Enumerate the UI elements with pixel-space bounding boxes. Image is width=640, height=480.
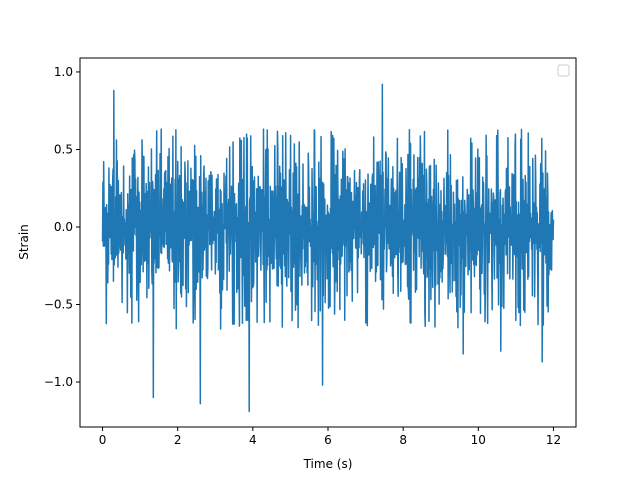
x-tick-label: 0: [99, 433, 107, 447]
x-axis-ticks: 0 2 4 6 8 10 12: [99, 427, 561, 447]
x-tick-label: 6: [324, 433, 332, 447]
x-tick-label: 10: [471, 433, 486, 447]
y-tick-label: −0.5: [44, 298, 73, 312]
series-layer: [101, 83, 555, 413]
x-tick-label: 4: [249, 433, 257, 447]
y-axis-ticks: −1.0 −0.5 0.0 0.5 1.0: [44, 65, 80, 389]
strain-series-line: [101, 83, 555, 413]
x-axis-label: Time (s): [303, 457, 353, 471]
y-tick-label: −1.0: [44, 375, 73, 389]
y-tick-label: 1.0: [54, 65, 73, 79]
y-axis-label: Strain: [17, 224, 31, 260]
x-tick-label: 8: [399, 433, 407, 447]
legend-box: [557, 64, 570, 77]
y-tick-label: 0.5: [54, 142, 73, 156]
x-tick-label: 12: [546, 433, 561, 447]
x-tick-label: 2: [174, 433, 182, 447]
y-tick-label: 0.0: [54, 220, 73, 234]
